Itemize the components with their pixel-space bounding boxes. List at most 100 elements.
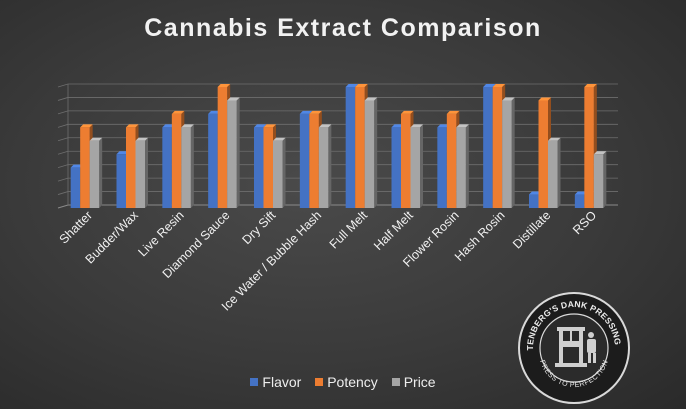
bar-price (273, 137, 286, 208)
bar-front (116, 154, 126, 208)
bar-top (355, 84, 368, 87)
bar-front (171, 113, 182, 208)
bar-front (135, 140, 145, 208)
gridline (57, 97, 618, 101)
press-machine-icon (555, 327, 596, 367)
bar-front (364, 100, 375, 208)
bar-price (410, 124, 423, 208)
bar-top (171, 110, 185, 114)
bar-front (217, 87, 228, 208)
legend-swatch-potency (315, 378, 324, 386)
bar-top (391, 124, 404, 128)
bar-top (309, 110, 322, 114)
bar-top (492, 84, 506, 87)
bar-front (208, 113, 218, 208)
bars (70, 84, 607, 208)
bar-top (446, 110, 460, 114)
legend: Flavor Potency Price (0, 374, 686, 390)
bar-front (254, 127, 264, 208)
bar-price (135, 137, 148, 208)
bar-top (208, 110, 221, 114)
bar-front (483, 87, 493, 208)
chart-title: Cannabis Extract Comparison (144, 14, 542, 42)
bar-front (126, 127, 136, 208)
bar-front (401, 113, 411, 208)
category-label: Half Melt (371, 208, 416, 253)
gridlines (57, 83, 618, 209)
category-label: Hash Rosin (452, 208, 508, 264)
bar-top (70, 164, 84, 168)
bar-top (126, 124, 139, 128)
gridline (57, 110, 618, 115)
bar-front (593, 154, 604, 208)
bar-side (603, 151, 607, 208)
bar-top (593, 151, 607, 155)
bar-top (401, 110, 414, 114)
bar-top (529, 191, 542, 195)
bar-side (236, 97, 240, 208)
category-label: Dry Sift (239, 208, 278, 247)
bar-front (162, 127, 172, 208)
legend-item-price: Price (391, 374, 436, 390)
bar-price (548, 137, 561, 208)
category-label: Full Melt (327, 208, 371, 252)
bar-price (456, 124, 469, 208)
bar-top (254, 124, 267, 128)
category-label: Distillate (510, 208, 553, 251)
bar-top (548, 137, 561, 141)
bar-side (511, 97, 515, 208)
bar-front (345, 87, 356, 208)
bar-top (574, 191, 588, 195)
bar-price (593, 151, 607, 208)
bar-price (502, 97, 515, 208)
bar-side (328, 124, 332, 208)
bar-front (548, 140, 558, 208)
bar-front (309, 113, 319, 208)
gridline (57, 83, 618, 88)
bar-top (318, 124, 332, 128)
bar-front (318, 127, 329, 208)
bar-top (162, 124, 175, 128)
category-label: Shatter (57, 208, 95, 246)
bar-side (420, 124, 423, 208)
bar-top (263, 124, 276, 128)
legend-label-price: Price (403, 374, 436, 390)
bar-side (465, 124, 469, 208)
bar-front (574, 194, 585, 208)
bar-top (410, 124, 423, 128)
bar-top (538, 97, 551, 101)
bar-front (263, 127, 273, 208)
bar-top (135, 137, 148, 141)
bar-front (391, 127, 401, 208)
bar-side (557, 137, 561, 208)
bar-top (116, 151, 129, 155)
bar-front (437, 127, 447, 208)
bar-front (299, 113, 310, 208)
bar-front (80, 127, 90, 208)
bar-side (99, 137, 103, 208)
bar-top (437, 124, 450, 128)
bar-front (273, 140, 283, 208)
bar-top (227, 97, 240, 101)
bar-front (584, 87, 594, 208)
legend-item-flavor: Flavor (250, 374, 301, 390)
bar-top (181, 124, 194, 128)
bar-front (456, 127, 466, 208)
bar-top (364, 97, 378, 101)
bar-front (492, 87, 503, 208)
bar-front (410, 127, 420, 208)
bar-price (318, 124, 332, 208)
bar-front (502, 100, 512, 208)
category-label: RSO (570, 208, 599, 237)
bar-front (355, 87, 365, 208)
legend-swatch-price (391, 378, 400, 386)
bar-top (502, 97, 515, 101)
bar-front (181, 127, 191, 208)
bar-side (374, 97, 378, 208)
bar-front (529, 194, 539, 208)
bar-front (227, 100, 237, 208)
legend-label-potency: Potency (327, 374, 378, 390)
bar-price (181, 124, 194, 208)
bar-top (80, 124, 93, 128)
